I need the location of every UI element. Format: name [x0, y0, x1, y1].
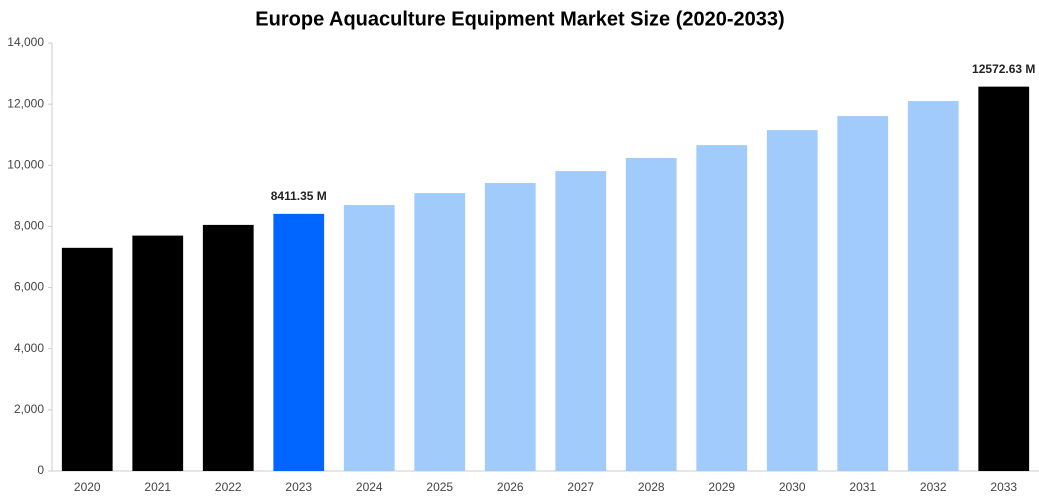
y-tick-label: 2,000 [14, 402, 44, 416]
y-tick-label: 12,000 [7, 96, 44, 110]
bar [766, 130, 818, 471]
bar [555, 171, 607, 471]
x-tick-label: 2024 [356, 480, 383, 494]
x-tick-label: 2029 [708, 480, 735, 494]
x-tick-label: 2033 [990, 480, 1017, 494]
y-tick-label: 8,000 [14, 219, 44, 233]
bar [132, 235, 184, 471]
x-tick-label: 2023 [285, 480, 312, 494]
bar [343, 205, 395, 471]
bar [484, 183, 536, 471]
x-tick-label: 2020 [74, 480, 101, 494]
bar [414, 193, 466, 471]
y-tick-label: 6,000 [14, 280, 44, 294]
chart-title: Europe Aquaculture Equipment Market Size… [255, 8, 784, 30]
bar [273, 213, 325, 471]
bar [202, 224, 254, 471]
x-tick-label: 2030 [779, 480, 806, 494]
x-tick-label: 2026 [497, 480, 524, 494]
x-tick-label: 2027 [567, 480, 594, 494]
bar [61, 247, 113, 471]
bar [625, 157, 677, 471]
y-tick-label: 14,000 [7, 35, 44, 49]
bar [907, 101, 959, 471]
x-tick-label: 2032 [920, 480, 947, 494]
x-tick-label: 2022 [215, 480, 242, 494]
bar [978, 86, 1030, 471]
value-label: 8411.35 M [271, 189, 327, 203]
x-tick-label: 2025 [426, 480, 453, 494]
value-label: 12572.63 M [972, 62, 1035, 76]
bar [837, 116, 889, 472]
y-tick-label: 0 [37, 463, 44, 477]
x-tick-label: 2021 [144, 480, 171, 494]
y-tick-label: 4,000 [14, 341, 44, 355]
bar [696, 145, 748, 471]
x-tick-label: 2031 [849, 480, 876, 494]
y-tick-label: 10,000 [7, 157, 44, 171]
x-tick-label: 2028 [638, 480, 665, 494]
